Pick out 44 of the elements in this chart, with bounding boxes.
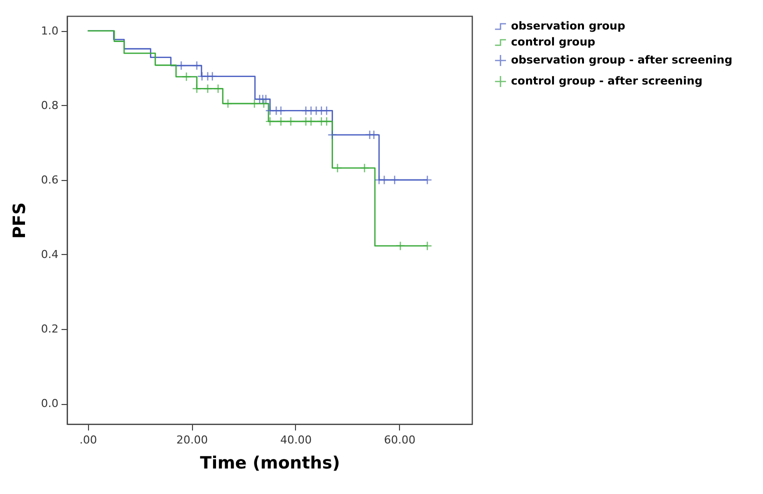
- y-tick-label: 0.8: [41, 98, 58, 112]
- legend-label: control group - after screening: [511, 74, 702, 88]
- point: [202, 84, 212, 94]
- y-tick-label: 0.0: [41, 397, 58, 410]
- point: [259, 98, 269, 108]
- point: [261, 94, 271, 104]
- y-tick-label: 1.0: [41, 24, 58, 38]
- point: [328, 130, 338, 140]
- point: [182, 72, 192, 82]
- point: [322, 116, 332, 126]
- y-tick-label: 0.6: [41, 173, 58, 186]
- point: [176, 60, 186, 70]
- point: [265, 106, 275, 116]
- point: [379, 175, 390, 185]
- legend-label: observation group: [511, 20, 626, 32]
- point: [223, 98, 233, 108]
- legend-label: observation group - after screening: [511, 54, 732, 66]
- y-tick-label: 0.4: [41, 248, 58, 261]
- point: [322, 106, 332, 116]
- point: [192, 84, 202, 94]
- x-axis-title: Time (months): [200, 454, 340, 474]
- point: [276, 106, 286, 116]
- point: [192, 60, 202, 70]
- point: [369, 130, 379, 140]
- point: [332, 163, 342, 173]
- x-tick-label: 60.00: [384, 434, 416, 446]
- legend-label: control group: [511, 36, 596, 48]
- point: [422, 241, 432, 251]
- point: [396, 241, 406, 251]
- y-axis-title: PFS: [10, 202, 30, 239]
- point: [422, 175, 432, 185]
- point: [208, 72, 218, 82]
- point: [213, 84, 223, 94]
- point: [390, 175, 400, 185]
- y-tick-label: 0.2: [41, 322, 58, 336]
- x-tick-label: 40.00: [280, 434, 312, 446]
- point: [286, 116, 296, 126]
- x-tick-label: .00: [80, 434, 98, 446]
- point: [250, 98, 260, 108]
- point: [360, 163, 370, 173]
- point: [265, 116, 275, 126]
- point: [276, 116, 286, 126]
- point: [306, 116, 316, 126]
- x-tick-label: 20.00: [176, 434, 208, 446]
